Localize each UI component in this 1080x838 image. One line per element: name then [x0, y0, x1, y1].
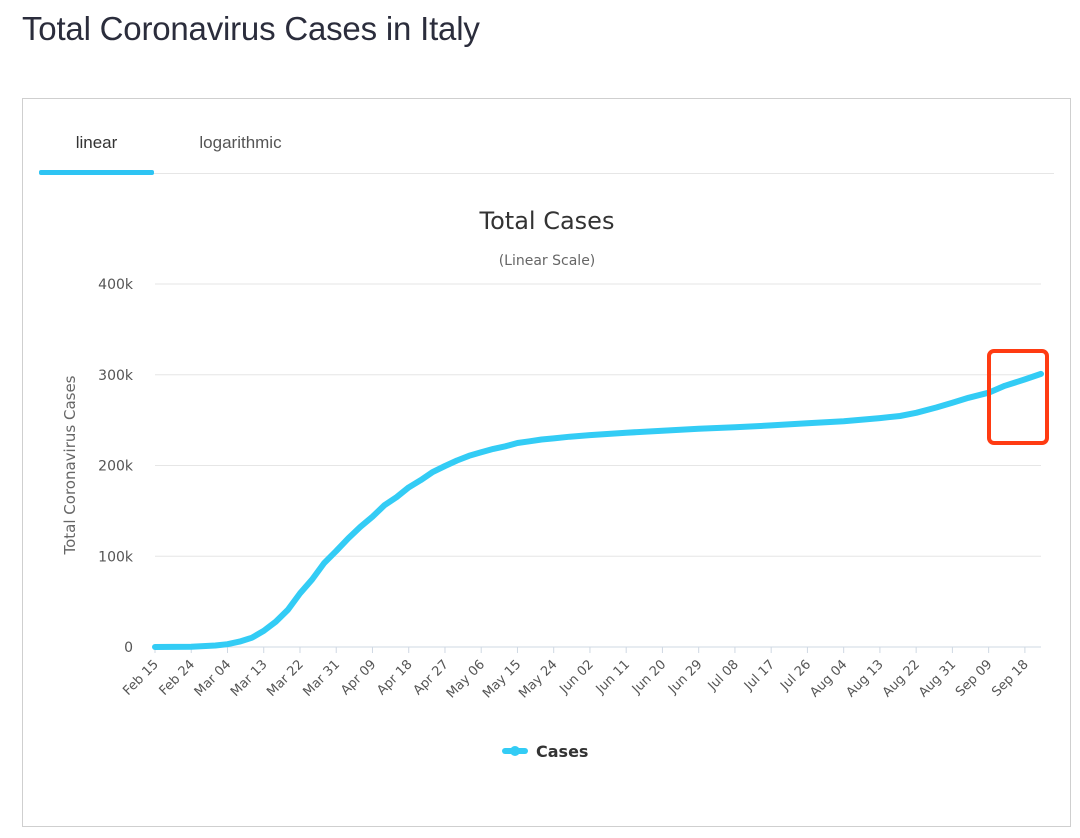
x-tick-label: Apr 18 [374, 657, 415, 698]
data-point [913, 410, 919, 416]
data-point [478, 449, 484, 455]
x-tick-label: Feb 15 [120, 657, 162, 699]
x-tick-label: Mar 22 [264, 657, 307, 700]
grid-lines [155, 283, 1041, 648]
y-tick-label: 100k [98, 549, 134, 565]
x-tick-label: Sep 18 [989, 657, 1032, 700]
data-point [188, 644, 194, 650]
scale-tabs: linear logarithmic [39, 127, 1054, 175]
series-layer [152, 370, 1044, 650]
data-point [732, 424, 738, 430]
data-point [1002, 383, 1008, 389]
data-point [933, 405, 939, 410]
x-tick-label: Feb 24 [157, 657, 199, 699]
x-tick-label: Apr 09 [338, 657, 379, 698]
data-point [273, 619, 279, 625]
data-point [418, 477, 424, 483]
x-tick-label: Aug 04 [807, 657, 850, 700]
x-tick-label: May 24 [516, 657, 560, 701]
data-point [152, 644, 158, 650]
tab-logarithmic[interactable]: logarithmic [199, 133, 282, 152]
chart-title: Total Cases [479, 207, 615, 235]
x-tick-label: Aug 31 [916, 657, 959, 700]
line-chart: Total Cases (Linear Scale) Total Coronav… [61, 207, 1044, 761]
x-tick-label: Jul 08 [705, 657, 742, 694]
chart-panel: linear logarithmic Total Cases (Linear S… [22, 98, 1071, 827]
data-point [551, 435, 557, 441]
page-title: Total Coronavirus Cases in Italy [22, 10, 480, 47]
y-axis-title: Total Coronavirus Cases [61, 375, 79, 555]
data-point [249, 635, 255, 641]
data-point [539, 437, 545, 442]
x-tick-label: Aug 22 [880, 657, 923, 700]
data-point [382, 502, 388, 508]
x-tick-label: Mar 04 [192, 657, 235, 700]
data-point [897, 413, 903, 419]
tab-linear[interactable]: linear [39, 133, 154, 175]
data-point [696, 426, 702, 432]
data-point [309, 577, 315, 582]
x-tick-label: Jun 11 [593, 657, 633, 697]
data-point [333, 548, 339, 554]
data-point [1022, 376, 1028, 382]
data-point [370, 514, 375, 520]
legend-cases-dot [510, 746, 520, 756]
data-point [804, 420, 810, 426]
data-point [261, 628, 267, 634]
y-tick-label: 300k [98, 368, 134, 384]
data-point [345, 535, 351, 541]
data-point [225, 641, 230, 647]
x-tick-label: Jul 17 [741, 657, 778, 694]
x-tick-label: Jun 29 [665, 657, 705, 697]
x-tick-label: May 15 [480, 657, 524, 701]
data-point [442, 463, 448, 469]
x-tick-label: Jun 20 [629, 657, 669, 697]
data-point [490, 446, 496, 452]
data-point [454, 458, 460, 463]
x-tick-label: Mar 13 [228, 657, 271, 700]
highlight-box [987, 349, 1049, 445]
y-axis-ticks: 0 100k 200k 300k 400k [98, 277, 134, 656]
data-point [466, 453, 472, 459]
data-point [768, 422, 774, 428]
data-point [321, 560, 327, 566]
data-point [357, 524, 363, 530]
y-tick-label: 200k [98, 459, 134, 475]
y-tick-label: 400k [98, 277, 134, 293]
data-point [430, 469, 436, 475]
legend[interactable]: Cases [502, 742, 588, 761]
data-point [212, 643, 218, 648]
x-tick-label: Aug 13 [844, 657, 887, 700]
data-point [949, 400, 955, 406]
data-point [567, 434, 573, 440]
data-point [297, 590, 303, 596]
chart-subtitle: (Linear Scale) [499, 253, 596, 269]
data-point [623, 430, 629, 436]
data-point [1038, 371, 1044, 377]
data-point [406, 484, 412, 490]
data-point [515, 440, 520, 446]
x-tick-label: Mar 31 [300, 657, 343, 700]
data-point [285, 607, 291, 613]
x-tick-label: Jun 02 [556, 657, 596, 697]
data-point [502, 443, 508, 449]
data-point [659, 428, 665, 434]
y-tick-label: 0 [124, 640, 133, 656]
legend-cases-label[interactable]: Cases [536, 742, 588, 761]
x-tick-label: May 06 [444, 657, 488, 701]
data-point [877, 415, 883, 421]
data-point [394, 494, 400, 500]
data-point [527, 438, 532, 444]
series-cases-line [152, 370, 1044, 650]
data-point [237, 639, 243, 645]
data-point [966, 395, 971, 401]
x-tick-label: Sep 09 [953, 657, 996, 700]
data-point [587, 432, 593, 438]
data-point [841, 418, 847, 424]
